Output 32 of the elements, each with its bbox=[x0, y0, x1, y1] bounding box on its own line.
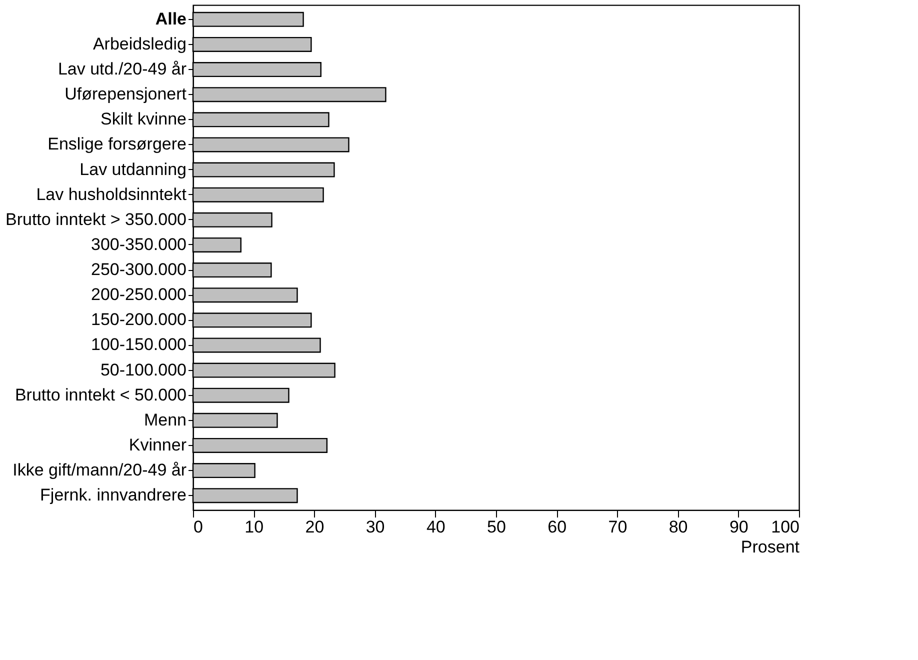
x-tick-label: 10 bbox=[244, 518, 264, 536]
y-tick-label: Menn bbox=[144, 410, 186, 430]
y-tick-label: 250-300.000 bbox=[91, 260, 186, 280]
x-tick-label: 90 bbox=[729, 518, 748, 536]
y-tick-label: Arbeidsledig bbox=[92, 34, 186, 54]
y-tick-label: Fjernk. innvandrere bbox=[40, 486, 186, 505]
y-tick-label: Brutto inntekt < 50.000 bbox=[14, 385, 186, 404]
x-tick-label: 30 bbox=[366, 518, 385, 536]
y-tick-label: 150-200.000 bbox=[91, 310, 186, 330]
y-tick-label: 50-100.000 bbox=[100, 360, 186, 380]
x-tick-label: 70 bbox=[608, 518, 628, 536]
y-tick-label: Ikke gift/mann/20-49 år bbox=[12, 460, 187, 480]
y-tick-label: Lav utdanning bbox=[80, 160, 186, 179]
y-tick-label: Lav utd./20-49 år bbox=[58, 60, 187, 79]
x-tick-label: 80 bbox=[668, 518, 688, 536]
x-tick-label: 100 bbox=[771, 518, 800, 536]
x-tick-label: 60 bbox=[548, 518, 567, 536]
x-axis-title: Prosent bbox=[740, 538, 800, 556]
x-tick-label: 50 bbox=[487, 518, 506, 536]
y-tick-label: Brutto inntekt > 350.000 bbox=[6, 210, 186, 229]
y-tick-label: 300-350.000 bbox=[91, 234, 186, 254]
y-tick-label: 100-150.000 bbox=[91, 335, 186, 354]
x-tick-label: 20 bbox=[305, 518, 324, 536]
y-tick-label: Skilt kvinne bbox=[100, 110, 186, 129]
y-tick-label: Lav husholdsinntekt bbox=[36, 184, 187, 204]
y-tick-label: Kvinner bbox=[128, 435, 187, 454]
y-tick-label: 200-250.000 bbox=[91, 285, 186, 304]
x-tick-label: 40 bbox=[426, 518, 446, 536]
y-tick-label: Alle bbox=[155, 9, 186, 28]
y-tick-label: Uførepensjonert bbox=[64, 84, 187, 104]
y-tick-label: Enslige forsørgere bbox=[48, 134, 186, 154]
x-tick-label: 0 bbox=[194, 518, 203, 536]
